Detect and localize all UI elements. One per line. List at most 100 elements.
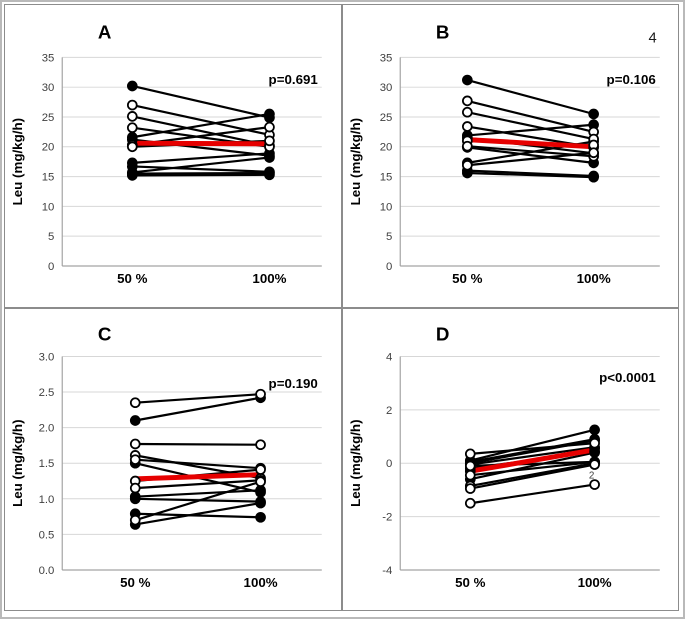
subject-line bbox=[465, 123, 595, 137]
subject-marker-filled bbox=[126, 80, 138, 92]
p-value-label: p=0.190 bbox=[269, 376, 318, 391]
subject-marker-filled bbox=[264, 169, 275, 181]
subject-line bbox=[131, 165, 271, 173]
subject-line bbox=[131, 84, 271, 119]
panel-title: B bbox=[435, 22, 449, 43]
panel-b-chart: 0 5 10 15 20 25 30 35 50 % 100% Leu (mg/kg/h) Bp=0.… bbox=[347, 22, 660, 286]
x-category-label: 50 % bbox=[452, 271, 483, 286]
subject-line bbox=[131, 156, 271, 174]
y-tick-label: 0.0 bbox=[39, 564, 55, 576]
subject-line bbox=[134, 480, 262, 521]
subject-marker-open bbox=[129, 453, 141, 465]
subject-marker-open bbox=[126, 122, 138, 134]
x-category-label: 100% bbox=[252, 271, 286, 286]
subject-line bbox=[134, 396, 262, 422]
subject-marker-open bbox=[255, 388, 266, 400]
y-tick-label: 35 bbox=[42, 52, 55, 64]
y-tick-label: 20 bbox=[42, 142, 55, 154]
p-value-label: p=0.691 bbox=[269, 72, 319, 87]
subject-marker-filled bbox=[255, 484, 266, 496]
subject-line bbox=[468, 461, 596, 487]
p-value-label: p<0.0001 bbox=[599, 370, 656, 385]
y-tick-label: 0 bbox=[48, 261, 54, 273]
subject-marker-open bbox=[126, 111, 138, 122]
subject-marker-open bbox=[255, 463, 266, 475]
y-tick-label: 0 bbox=[386, 458, 392, 470]
subject-marker-open bbox=[464, 482, 476, 494]
subject-marker-open bbox=[461, 159, 473, 171]
y-axis-title: Leu (mg/kg/h) bbox=[347, 118, 362, 205]
y-tick-label: 35 bbox=[379, 52, 392, 64]
y-tick-label: 2 bbox=[386, 404, 392, 416]
subject-line bbox=[465, 169, 595, 178]
subject-line bbox=[468, 437, 596, 463]
subject-line bbox=[465, 151, 595, 167]
subject-marker-open bbox=[588, 458, 600, 470]
x-category-label: 100% bbox=[576, 271, 610, 286]
subject-marker-open bbox=[464, 448, 476, 459]
subject-marker-filled bbox=[255, 497, 266, 508]
subject-marker-open bbox=[587, 147, 599, 159]
panel-d-chart: -4 -2 0 2 4 50 % 100% Leu (mg/kg/h) Dp<0.0001 2 bbox=[347, 323, 660, 589]
subject-marker-filled bbox=[264, 152, 275, 163]
y-axis-title: Leu (mg/kg/h) bbox=[347, 419, 362, 506]
subject-marker-filled bbox=[588, 424, 600, 435]
subject-marker-open bbox=[264, 135, 275, 147]
subject-marker-filled bbox=[588, 446, 600, 458]
subject-line bbox=[468, 445, 596, 466]
subject-marker-open bbox=[255, 438, 266, 450]
mean-line bbox=[464, 137, 596, 150]
subject-marker-filled bbox=[461, 74, 473, 86]
marker-annotation: 2 bbox=[588, 470, 593, 481]
subject-line bbox=[468, 428, 596, 462]
subject-marker-filled bbox=[264, 108, 275, 120]
subject-marker-filled bbox=[129, 414, 141, 426]
subject-line bbox=[131, 152, 271, 164]
y-tick-label: 10 bbox=[42, 201, 55, 213]
y-tick-label: 5 bbox=[48, 231, 54, 243]
subject-marker-open bbox=[129, 438, 141, 449]
subject-marker-open bbox=[129, 514, 141, 525]
y-tick-label: 20 bbox=[379, 142, 392, 154]
mean-line bbox=[129, 140, 272, 147]
mean-line bbox=[132, 471, 264, 481]
panel-c-chart: 0.0 0.5 1.0 1.5 2.0 2.5 3.0 50 % 100% Leu (mg/kg/… bbox=[10, 323, 322, 589]
y-tick-label: 5 bbox=[386, 231, 392, 243]
panel-title: D bbox=[435, 323, 449, 344]
y-tick-label: 2.5 bbox=[39, 386, 55, 398]
subject-marker-open bbox=[588, 437, 600, 449]
subject-marker-filled bbox=[255, 511, 266, 523]
subject-line bbox=[134, 458, 262, 469]
x-category-label: 50 % bbox=[120, 574, 151, 589]
subject-marker-open bbox=[588, 478, 600, 490]
subject-line bbox=[468, 482, 596, 504]
subject-line bbox=[134, 501, 262, 526]
y-tick-label: 0.5 bbox=[39, 529, 55, 541]
x-category-label: 100% bbox=[244, 574, 278, 589]
y-tick-label: 4 bbox=[386, 351, 392, 363]
mean-line bbox=[467, 446, 597, 474]
y-tick-label: 25 bbox=[42, 112, 55, 124]
page-number: 4 bbox=[648, 31, 656, 47]
panel-a-chart: 0 5 10 15 20 25 30 35 50 % 100% Leu (mg/kg/h) Ap=0.… bbox=[10, 22, 322, 286]
subject-line bbox=[465, 171, 595, 179]
subject-line bbox=[131, 115, 271, 147]
subject-marker-filled bbox=[126, 170, 138, 181]
panel-title: C bbox=[98, 323, 112, 344]
subject-line bbox=[468, 462, 596, 490]
x-category-label: 50 % bbox=[117, 271, 148, 286]
subject-line bbox=[131, 112, 271, 139]
y-tick-label: 2.0 bbox=[39, 422, 55, 434]
subject-line bbox=[468, 460, 596, 476]
x-category-label: 50 % bbox=[455, 574, 486, 589]
subject-line bbox=[468, 450, 596, 480]
y-tick-label: 15 bbox=[42, 172, 55, 184]
subject-line bbox=[465, 78, 595, 116]
subject-marker-open bbox=[264, 121, 275, 133]
y-tick-label: 3.0 bbox=[39, 351, 55, 363]
x-category-label: 100% bbox=[577, 574, 611, 589]
subject-marker-open bbox=[126, 141, 138, 153]
subject-marker-open bbox=[126, 99, 138, 111]
